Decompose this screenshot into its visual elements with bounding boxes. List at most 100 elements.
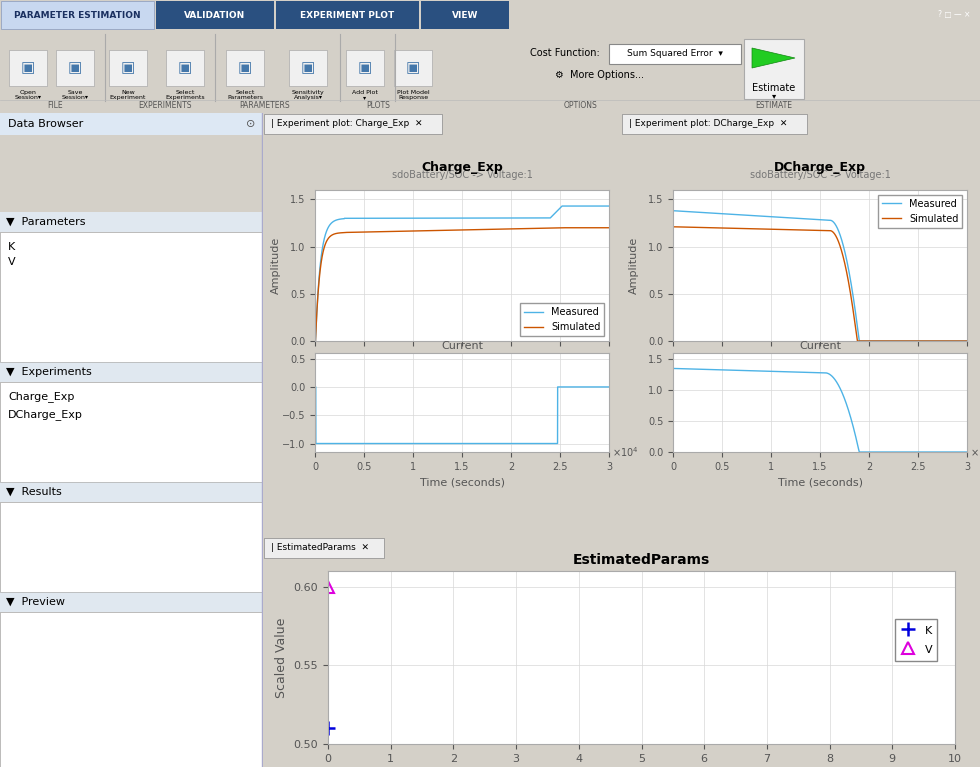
Text: DCharge_Exp: DCharge_Exp bbox=[8, 410, 83, 420]
Text: Amplitude: Amplitude bbox=[271, 237, 281, 294]
Measured bbox=[309, 337, 320, 346]
Text: Select
Experiments: Select Experiments bbox=[166, 90, 205, 100]
Text: Open
Session▾: Open Session▾ bbox=[15, 90, 41, 100]
Text: ▼  Parameters: ▼ Parameters bbox=[6, 217, 85, 227]
Text: ▣: ▣ bbox=[177, 61, 192, 75]
Simulated bbox=[779, 225, 791, 234]
Line: Simulated: Simulated bbox=[315, 228, 609, 341]
FancyBboxPatch shape bbox=[394, 50, 432, 86]
Text: Select
Parameters: Select Parameters bbox=[227, 90, 263, 100]
Simulated bbox=[528, 224, 540, 233]
FancyBboxPatch shape bbox=[264, 114, 442, 134]
Text: PARAMETER ESTIMATION: PARAMETER ESTIMATION bbox=[14, 11, 141, 19]
Measured bbox=[844, 269, 856, 278]
FancyBboxPatch shape bbox=[109, 50, 147, 86]
Measured bbox=[720, 209, 732, 219]
FancyBboxPatch shape bbox=[0, 362, 263, 382]
Simulated bbox=[551, 223, 563, 232]
FancyBboxPatch shape bbox=[346, 50, 384, 86]
Text: ▣: ▣ bbox=[121, 61, 135, 75]
X-axis label: Time (seconds): Time (seconds) bbox=[419, 477, 505, 487]
Text: sdoBattery/SOC -> Voltage:1: sdoBattery/SOC -> Voltage:1 bbox=[750, 170, 891, 180]
Legend: Measured, Simulated: Measured, Simulated bbox=[878, 195, 962, 228]
Text: FILE: FILE bbox=[47, 101, 63, 110]
Measured bbox=[551, 207, 563, 216]
Simulated bbox=[852, 337, 863, 346]
Text: ▣: ▣ bbox=[21, 61, 35, 75]
Text: Plot Model
Response: Plot Model Response bbox=[397, 90, 429, 100]
Legend: K, V: K, V bbox=[895, 620, 937, 661]
Measured bbox=[858, 337, 870, 346]
Text: PARAMETERS: PARAMETERS bbox=[240, 101, 290, 110]
FancyBboxPatch shape bbox=[421, 1, 509, 29]
Measured bbox=[779, 213, 791, 222]
FancyBboxPatch shape bbox=[276, 1, 419, 29]
Text: ▾: ▾ bbox=[772, 91, 776, 100]
Text: New
Experiment: New Experiment bbox=[110, 90, 146, 100]
Text: EXPERIMENT PLOT: EXPERIMENT PLOT bbox=[301, 11, 395, 19]
Text: PLOTS: PLOTS bbox=[367, 101, 390, 110]
FancyBboxPatch shape bbox=[0, 113, 263, 135]
Simulated bbox=[667, 222, 679, 232]
Text: Charge_Exp: Charge_Exp bbox=[8, 391, 74, 403]
Simulated bbox=[720, 223, 732, 232]
Text: $\times10^4$: $\times10^4$ bbox=[612, 445, 639, 459]
Text: ▣: ▣ bbox=[358, 61, 372, 75]
FancyBboxPatch shape bbox=[56, 50, 94, 86]
Title: EstimatedParams: EstimatedParams bbox=[573, 553, 710, 567]
Title: Charge_Exp: Charge_Exp bbox=[421, 160, 503, 173]
Y-axis label: Scaled Value: Scaled Value bbox=[275, 617, 288, 698]
Simulated bbox=[309, 337, 320, 346]
FancyBboxPatch shape bbox=[0, 612, 262, 767]
Text: ESTIMATE: ESTIMATE bbox=[756, 101, 793, 110]
Simulated bbox=[363, 227, 374, 236]
Text: $\times10^4$: $\times10^4$ bbox=[970, 445, 980, 459]
Simulated bbox=[887, 337, 899, 346]
Text: Sum Squared Error  ▾: Sum Squared Error ▾ bbox=[627, 50, 723, 58]
Text: | Experiment plot: Charge_Exp  ✕: | Experiment plot: Charge_Exp ✕ bbox=[271, 120, 422, 129]
Simulated bbox=[421, 226, 433, 235]
Measured bbox=[603, 202, 614, 211]
Text: Save
Session▾: Save Session▾ bbox=[62, 90, 88, 100]
Text: | Experiment plot: DCharge_Exp  ✕: | Experiment plot: DCharge_Exp ✕ bbox=[629, 120, 787, 129]
FancyBboxPatch shape bbox=[0, 232, 262, 362]
Simulated bbox=[603, 223, 614, 232]
Text: ▼  Results: ▼ Results bbox=[6, 487, 62, 497]
Measured bbox=[528, 213, 540, 222]
Simulated bbox=[961, 337, 973, 346]
Text: VIEW: VIEW bbox=[452, 11, 478, 19]
Simulated bbox=[485, 225, 497, 234]
FancyBboxPatch shape bbox=[0, 212, 263, 232]
Simulated bbox=[908, 337, 920, 346]
Text: ▼  Preview: ▼ Preview bbox=[6, 597, 65, 607]
Measured bbox=[854, 337, 865, 346]
Line: Measured: Measured bbox=[315, 206, 609, 341]
Text: V: V bbox=[8, 257, 16, 267]
Text: ⚙  More Options...: ⚙ More Options... bbox=[555, 70, 644, 80]
Text: EXPERIMENTS: EXPERIMENTS bbox=[138, 101, 192, 110]
FancyBboxPatch shape bbox=[264, 538, 384, 558]
Simulated bbox=[844, 281, 856, 291]
Text: Cost Function:: Cost Function: bbox=[530, 48, 600, 58]
Title: Current: Current bbox=[799, 341, 841, 351]
FancyBboxPatch shape bbox=[9, 50, 47, 86]
FancyBboxPatch shape bbox=[166, 50, 204, 86]
Text: ⊙: ⊙ bbox=[246, 119, 255, 129]
Text: ▣: ▣ bbox=[68, 61, 82, 75]
Measured bbox=[421, 213, 433, 222]
Measured bbox=[501, 213, 513, 222]
FancyBboxPatch shape bbox=[226, 50, 264, 86]
Text: sdoBattery/SOC -> Voltage:1: sdoBattery/SOC -> Voltage:1 bbox=[392, 170, 532, 180]
Text: ▣: ▣ bbox=[406, 61, 420, 75]
Text: ? □ — ×: ? □ — × bbox=[938, 11, 970, 19]
Text: OPTIONS: OPTIONS bbox=[564, 101, 597, 110]
Simulated bbox=[858, 337, 870, 346]
Simulated bbox=[501, 224, 513, 233]
Text: Data Browser: Data Browser bbox=[8, 119, 83, 129]
Measured bbox=[908, 337, 920, 346]
Text: | EstimatedParams  ✕: | EstimatedParams ✕ bbox=[271, 544, 369, 552]
FancyBboxPatch shape bbox=[0, 382, 262, 482]
Line: Measured: Measured bbox=[673, 211, 967, 341]
X-axis label: Time (seconds): Time (seconds) bbox=[777, 477, 862, 487]
Measured bbox=[363, 214, 374, 223]
